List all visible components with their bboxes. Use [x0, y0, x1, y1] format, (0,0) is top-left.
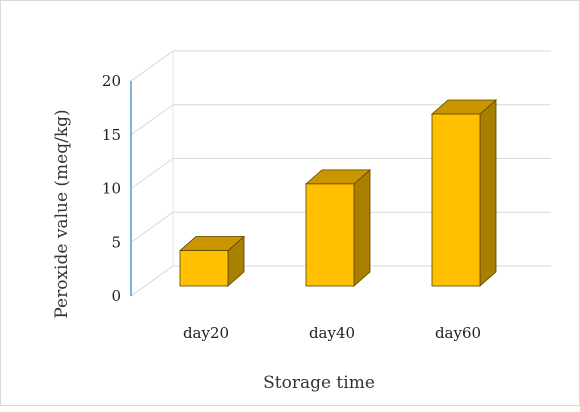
bar [305, 183, 355, 287]
x-tick-labels: day20 day40 day60 [183, 324, 481, 342]
y-axis-title: Peroxide value (meq/kg) [52, 109, 72, 318]
gridline-side [130, 211, 174, 243]
gridline-side [130, 50, 174, 82]
gridline-side [130, 158, 174, 189]
bar [179, 250, 229, 287]
y-tick-label: 0 [111, 287, 121, 305]
gridline-side [130, 265, 174, 297]
y-tick-label: 10 [102, 180, 121, 198]
bar-side [479, 99, 497, 287]
x-axis-title: Storage time [263, 373, 375, 393]
y-tick-labels: 0 5 10 15 20 [102, 72, 121, 305]
bars [178, 99, 498, 287]
gridline-side [130, 104, 174, 136]
x-tick-label: day60 [435, 324, 481, 342]
y-tick-label: 5 [111, 233, 121, 251]
bar [431, 113, 481, 287]
bar-side [353, 168, 371, 287]
y-tick-label: 15 [102, 126, 121, 144]
x-tick-label: day40 [309, 324, 355, 342]
x-tick-label: day20 [183, 324, 229, 342]
y-tick-label: 20 [102, 72, 121, 90]
